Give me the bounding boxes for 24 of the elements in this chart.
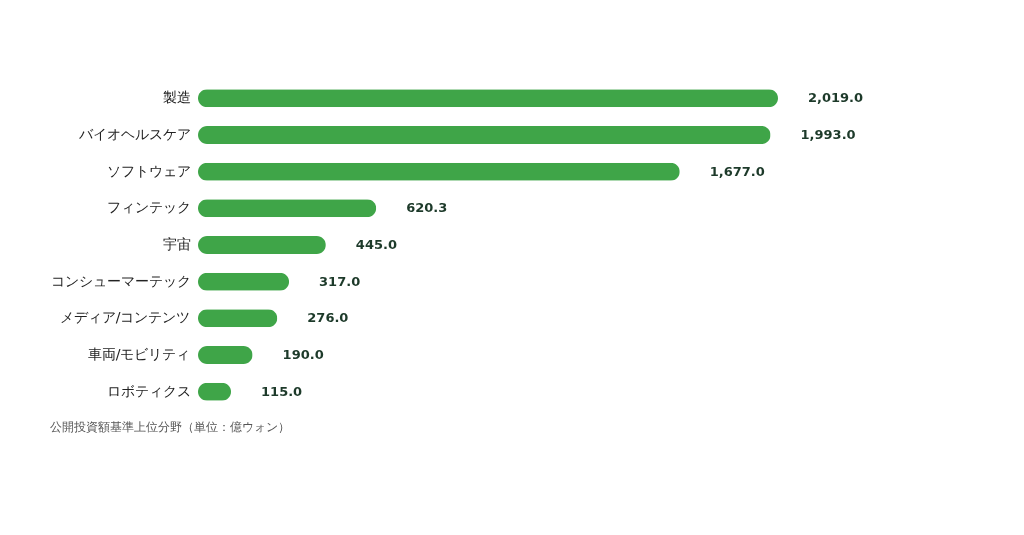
y-tick-label: フィンテック <box>106 199 191 216</box>
bar <box>198 89 778 108</box>
text: 公開投資額基準上位分野（単位：億ウォン） <box>50 420 290 434</box>
y-tick-label: バイオヘルスケア <box>77 126 191 142</box>
y-tick-label: 製造 <box>162 89 191 106</box>
y-tick-label: ロボティクス <box>106 382 191 399</box>
data-label: 276.0 <box>307 310 349 326</box>
data-label: 115.0 <box>261 383 303 399</box>
y-tick-label: メディア/コンテンツ <box>59 309 191 326</box>
bar <box>198 126 771 144</box>
y-tick-label: 車両/モビリティ <box>87 346 191 362</box>
data-label: 190.0 <box>282 347 324 362</box>
bar <box>198 162 680 181</box>
data-label: 445.0 <box>355 237 397 252</box>
bar <box>198 199 377 218</box>
data-label: 1,993.0 <box>800 127 856 142</box>
data-label: 1,677.0 <box>709 163 765 179</box>
data-label: 317.0 <box>319 273 361 289</box>
bar <box>198 236 326 254</box>
y-tick-label: コンシューマーテック <box>50 272 191 289</box>
y-tick-label: 宇宙 <box>162 236 191 252</box>
data-label: 2,019.0 <box>808 90 864 106</box>
y-tick-label: ソフトウェア <box>106 162 191 179</box>
data-label: 620.3 <box>406 200 448 216</box>
